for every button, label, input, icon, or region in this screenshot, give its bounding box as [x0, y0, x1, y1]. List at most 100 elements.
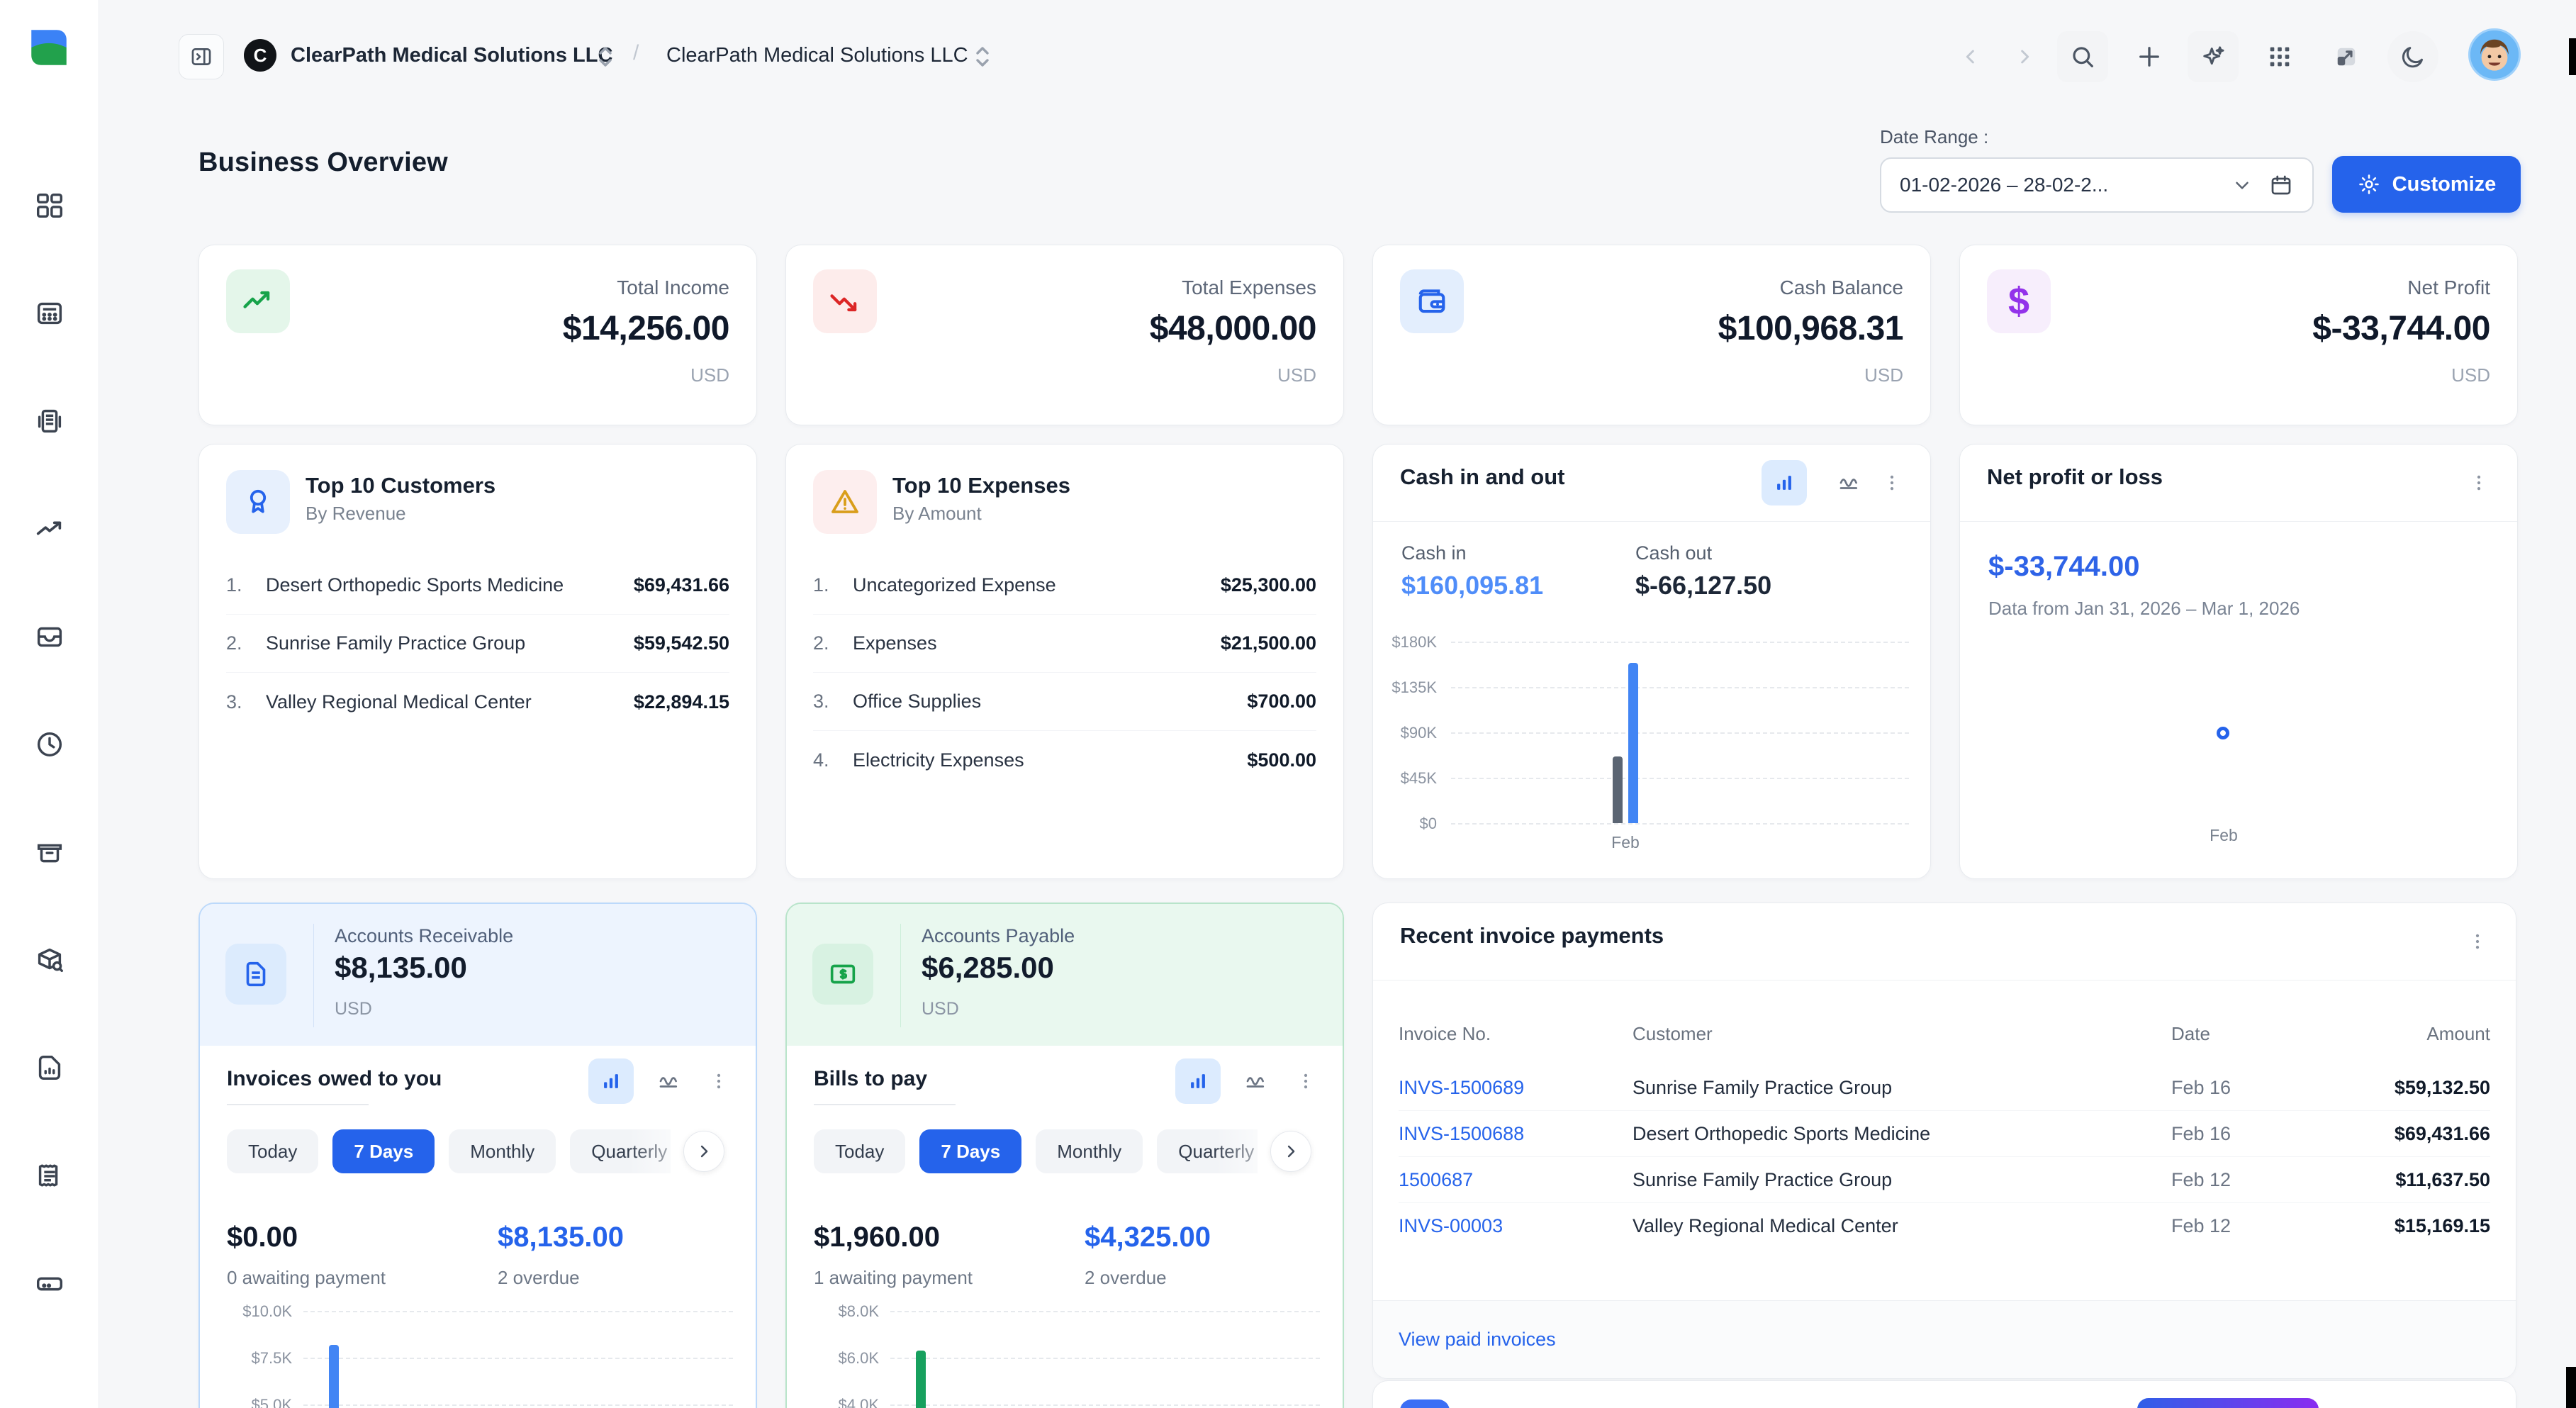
invoice-link[interactable]: INVS-00003	[1399, 1215, 1503, 1236]
calculator-icon	[37, 302, 62, 325]
awaiting-caption: 0 awaiting payment	[227, 1267, 386, 1288]
calendar-icon[interactable]	[2268, 172, 2294, 198]
kpi-currency: USD	[1864, 364, 1903, 386]
customer-name: Sunrise Family Practice Group	[266, 632, 526, 654]
sidebar-item-calculator[interactable]	[17, 281, 82, 346]
sidebar-item-analytics[interactable]	[17, 1035, 82, 1100]
sidebar-toggle-button[interactable]	[179, 34, 224, 79]
overdue-value[interactable]: $8,135.00	[498, 1222, 624, 1253]
divider	[1373, 521, 1930, 522]
breadcrumb-org[interactable]: ClearPath Medical Solutions LLC	[291, 44, 613, 67]
sidebar-item-dashboard[interactable]	[17, 173, 82, 238]
sidebar-item-banking[interactable]	[17, 1251, 82, 1316]
invoice-link[interactable]: INVS-1500688	[1399, 1122, 1525, 1144]
add-new-button[interactable]	[2124, 31, 2175, 82]
apps-grid-button[interactable]	[2254, 31, 2305, 82]
gridline	[303, 1404, 733, 1406]
org-avatar[interactable]: C	[244, 39, 276, 72]
dollar-icon: $	[1987, 269, 2051, 333]
kebab-icon	[1890, 475, 1894, 491]
card-footer: View paid invoices	[1373, 1300, 2516, 1378]
chevron-right-icon	[700, 1145, 708, 1158]
sparkles-icon	[2203, 46, 2224, 65]
bar-chart-toggle[interactable]	[1762, 460, 1807, 505]
line-chart-toggle[interactable]	[1827, 460, 1872, 505]
net-profit-loss-card: Net profit or loss $-33,744.00 Data from…	[1959, 444, 2518, 879]
partial-gradient-button[interactable]	[2137, 1398, 2319, 1408]
sidebar-item-inbox[interactable]	[17, 604, 82, 669]
table-row[interactable]: INVS-1500689 Sunrise Family Practice Gro…	[1399, 1065, 2490, 1111]
bar-chart-toggle[interactable]	[588, 1058, 634, 1104]
list-item[interactable]: 3. Valley Regional Medical Center $22,89…	[226, 673, 729, 731]
filter-monthly[interactable]: Monthly	[449, 1129, 556, 1173]
filters-scroll-button[interactable]	[683, 1131, 724, 1172]
card-menu-button[interactable]	[2455, 919, 2500, 964]
filters-scroll-button[interactable]	[1270, 1131, 1311, 1172]
accounts-payable-card: Accounts Payable $6,285.00 USD Bills to …	[785, 903, 1344, 1408]
sidebar-item-bills[interactable]	[17, 1143, 82, 1208]
filter-monthly[interactable]: Monthly	[1036, 1129, 1143, 1173]
overdue-value[interactable]: $4,325.00	[1085, 1222, 1211, 1253]
date-range-select[interactable]: 01-02-2026 – 28-02-2...	[1880, 157, 2314, 213]
line-chart-toggle[interactable]	[646, 1058, 692, 1104]
customize-button[interactable]: Customize	[2332, 156, 2521, 213]
card-menu-button[interactable]	[1869, 460, 1915, 505]
cash-out-bar[interactable]	[1613, 756, 1623, 823]
card-subtitle: By Amount	[892, 503, 982, 524]
dark-mode-toggle[interactable]	[2387, 31, 2438, 82]
top-customers-card: Top 10 Customers By Revenue 1. Desert Or…	[198, 444, 757, 879]
list-item[interactable]: 1. Uncategorized Expense $25,300.00	[813, 557, 1316, 615]
view-paid-invoices-link[interactable]: View paid invoices	[1399, 1329, 1556, 1350]
table-row[interactable]: INVS-1500688 Desert Orthopedic Sports Me…	[1399, 1111, 2490, 1157]
kpi-currency: USD	[1277, 364, 1316, 386]
filter-7days[interactable]: 7 Days	[332, 1129, 435, 1173]
chevron-down-icon[interactable]	[2231, 174, 2253, 196]
payable-bar[interactable]	[916, 1351, 926, 1408]
card-menu-button[interactable]	[1283, 1058, 1328, 1104]
sidebar-item-archive[interactable]	[17, 820, 82, 885]
sidebar-item-time[interactable]	[17, 712, 82, 777]
kebab-icon	[717, 1073, 721, 1089]
card-title: Recent invoice payments	[1400, 923, 1664, 948]
ai-assistant-button[interactable]	[2188, 31, 2239, 82]
invoice-link[interactable]: INVS-1500689	[1399, 1076, 1525, 1098]
card-menu-button[interactable]	[2456, 460, 2502, 505]
card-title: Top 10 Expenses	[892, 473, 1070, 498]
filter-7days[interactable]: 7 Days	[919, 1129, 1022, 1173]
nav-back-button[interactable]	[1951, 34, 1990, 79]
customer-amount: $59,542.50	[633, 632, 729, 654]
search-button[interactable]	[2057, 31, 2108, 82]
expand-window-button[interactable]	[2321, 31, 2372, 82]
data-point-marker[interactable]	[2217, 727, 2229, 739]
filter-today[interactable]: Today	[227, 1129, 319, 1173]
receivable-bar[interactable]	[329, 1345, 339, 1408]
customize-label: Customize	[2392, 172, 2497, 196]
list-item[interactable]: 3. Office Supplies $700.00	[813, 673, 1316, 731]
breadcrumb-page[interactable]: ClearPath Medical Solutions LLC	[666, 44, 968, 67]
bar-chart-toggle[interactable]	[1175, 1058, 1221, 1104]
y-tick: $180K	[1391, 633, 1437, 651]
page-switcher-icon[interactable]	[971, 41, 994, 76]
table-row[interactable]: 1500687 Sunrise Family Practice Group Fe…	[1399, 1157, 2490, 1203]
list-item[interactable]: 2. Sunrise Family Practice Group $59,542…	[226, 615, 729, 673]
chevron-right-icon	[1287, 1145, 1295, 1158]
cash-out-value: $-66,127.50	[1635, 571, 1772, 600]
invoice-link[interactable]: 1500687	[1399, 1168, 1474, 1190]
list-item[interactable]: 1. Desert Orthopedic Sports Medicine $69…	[226, 557, 729, 615]
org-switcher-icon[interactable]	[594, 41, 617, 76]
card-menu-button[interactable]	[696, 1058, 741, 1104]
list-item[interactable]: 4. Electricity Expenses $500.00	[813, 731, 1316, 789]
cash-in-bar[interactable]	[1628, 663, 1638, 823]
filter-today[interactable]: Today	[814, 1129, 906, 1173]
sidebar-item-inventory[interactable]	[17, 927, 82, 993]
table-row[interactable]: INVS-00003 Valley Regional Medical Cente…	[1399, 1203, 2490, 1249]
amount-cell: $59,132.50	[2394, 1076, 2490, 1098]
overdue-caption: 2 overdue	[1085, 1267, 1167, 1288]
app-logo[interactable]	[26, 24, 72, 71]
line-chart-toggle[interactable]	[1233, 1058, 1279, 1104]
list-item[interactable]: 2. Expenses $21,500.00	[813, 615, 1316, 673]
user-avatar[interactable]	[2468, 28, 2521, 81]
sidebar-item-documents[interactable]	[17, 389, 82, 454]
nav-forward-button[interactable]	[2005, 34, 2044, 79]
sidebar-item-reports[interactable]	[17, 496, 82, 561]
